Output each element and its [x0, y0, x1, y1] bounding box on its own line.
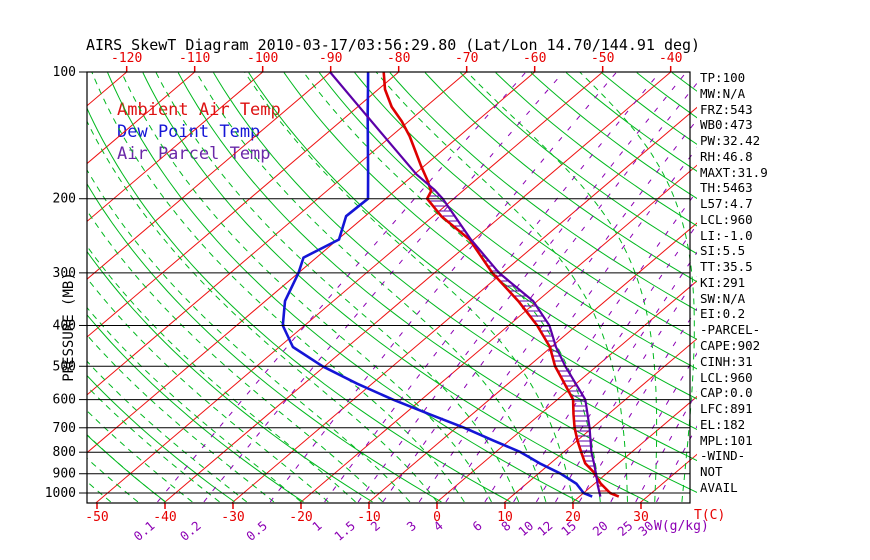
top-temp-tick-label: -100	[247, 51, 278, 66]
dew-point-temp-curve	[281, 72, 593, 498]
top-temp-tick-label: -50	[591, 51, 614, 66]
mixing-ratio-tick-label: 3	[404, 518, 419, 534]
stat-line: SI:5.5	[700, 243, 746, 259]
top-temp-tick-label: -40	[659, 51, 682, 66]
stat-line: EI:0.2	[700, 306, 746, 322]
pressure-tick-label: 600	[53, 393, 76, 408]
pressure-tick-label: 800	[53, 445, 76, 460]
bottom-temp-tick-label: -40	[153, 510, 176, 525]
stat-line: FRZ:543	[700, 101, 753, 117]
stat-line: -WIND-	[700, 448, 746, 464]
stat-line: MW:N/A	[700, 85, 746, 101]
pressure-tick-label: 300	[53, 266, 76, 281]
stat-line: TT:35.5	[700, 259, 753, 275]
bottom-temp-tick-label: -30	[221, 510, 244, 525]
top-temp-tick-label: -80	[387, 51, 410, 66]
stat-line: AVAIL	[700, 479, 738, 495]
stat-line: L57:4.7	[700, 196, 753, 212]
pressure-tick-label: 900	[53, 467, 76, 482]
stat-line: TH:5463	[700, 180, 753, 196]
top-temp-tick-label: -70	[455, 51, 478, 66]
stat-line: -PARCEL-	[700, 322, 761, 338]
pressure-tick-label: 400	[53, 318, 76, 333]
stat-line: CAPE:902	[700, 338, 761, 354]
stat-line: EL:182	[700, 416, 746, 432]
pressure-tick-label: 700	[53, 421, 76, 436]
mixing-ratio-tick-label: 0.5	[243, 518, 270, 544]
mixing-ratio-tick-label: 0.2	[177, 518, 204, 544]
air-parcel-temp-curve	[329, 72, 602, 497]
top-temp-tick-label: -60	[523, 51, 546, 66]
pressure-tick-label: 100	[53, 65, 76, 80]
stat-line: KI:291	[700, 274, 746, 290]
bottom-temp-tick-label: 10	[497, 510, 513, 525]
bottom-temp-tick-label: -20	[289, 510, 312, 525]
stat-line: PW:32.42	[700, 133, 761, 149]
mixing-ratio-tick-label: 20	[590, 518, 611, 539]
top-temp-tick-label: -120	[111, 51, 142, 66]
stat-line: NOT	[700, 464, 723, 480]
bottom-temp-tick-label: 0	[433, 510, 441, 525]
legend-air-parcel-temp: Air Parcel Temp	[117, 144, 271, 164]
mixing-ratio-tick-label: 6	[469, 518, 484, 534]
pressure-tick-label: 200	[53, 192, 76, 207]
temp-unit-label: T(C)	[694, 508, 725, 523]
mixing-ratio-tick-label: 30	[635, 518, 656, 539]
mixing-ratio-tick-label: 12	[534, 518, 555, 539]
mixing-unit-label: W(g/kg)	[654, 519, 709, 534]
stats-panel: TP:100 MW:N/A FRZ:543 WB0:473 PW:32.42 RH:46.…	[700, 70, 768, 496]
stat-line: CAP:0.0	[700, 385, 753, 401]
legend-ambient-air-temp: Ambient Air Temp	[117, 100, 281, 120]
mixing-ratio-tick-label: 25	[614, 518, 635, 539]
top-temp-tick-label: -110	[179, 51, 210, 66]
bottom-temp-tick-label: -50	[85, 510, 108, 525]
stat-line: LI:-1.0	[700, 227, 753, 243]
stat-line: LCL:960	[700, 369, 753, 385]
stat-line: MAXT:31.9	[700, 164, 768, 180]
stat-line: TP:100	[700, 70, 746, 85]
bottom-temp-tick-label: -10	[357, 510, 380, 525]
plot-background-lines	[87, 72, 697, 504]
chart-title: AIRS SkewT Diagram 2010-03-17/03:56:29.8…	[86, 36, 701, 54]
bottom-temp-tick-label: 20	[565, 510, 581, 525]
stat-line: SW:N/A	[700, 290, 746, 306]
stat-line: RH:46.8	[700, 148, 753, 164]
top-temp-tick-label: -90	[319, 51, 342, 66]
mixing-ratio-tick-label: 1.5	[331, 518, 358, 544]
mixing-ratio-tick-label: 15	[558, 518, 579, 539]
stat-line: MPL:101	[700, 432, 753, 448]
stat-line: WB0:473	[700, 117, 753, 133]
ambient-air-temp-curve	[382, 72, 620, 498]
bottom-temp-tick-label: 30	[633, 510, 649, 525]
stat-line: LCL:960	[700, 211, 753, 227]
stat-line: LFC:891	[700, 401, 753, 417]
pressure-tick-label: 1000	[45, 486, 76, 501]
mixing-ratio-tick-label: 10	[515, 518, 536, 539]
stat-line: CINH:31	[700, 353, 753, 369]
plot-frame	[86, 71, 691, 504]
pressure-axis-label: PRESSURE (MB)	[61, 272, 77, 382]
pressure-tick-label: 500	[53, 359, 76, 374]
